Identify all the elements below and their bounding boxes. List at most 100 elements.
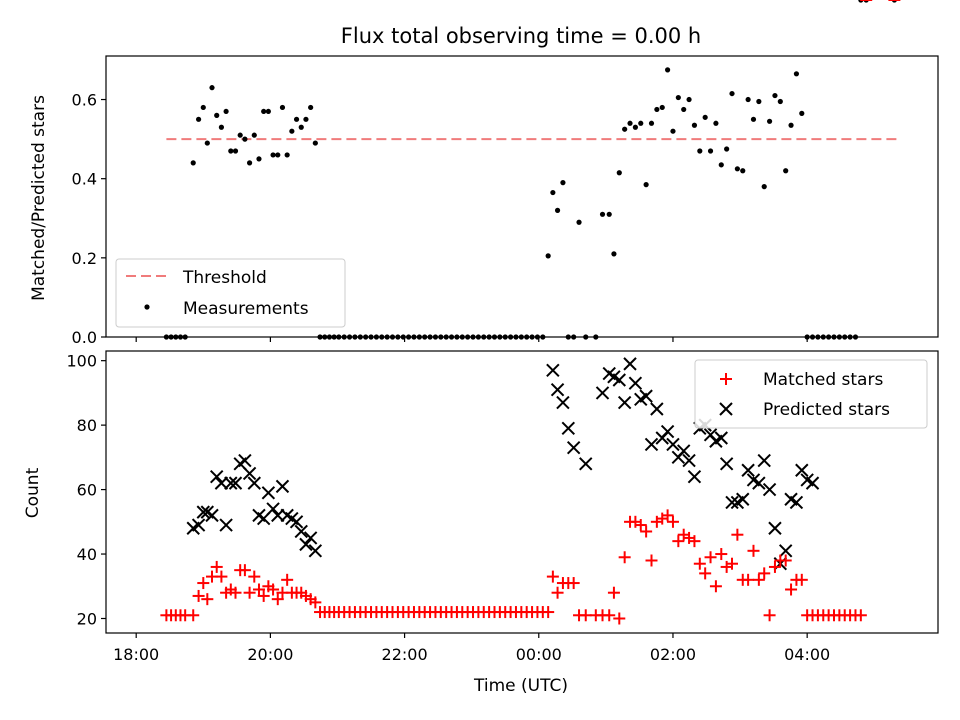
predicted-stars-point (561, 421, 576, 436)
ratio-ylabel: Matched/Predicted stars (29, 95, 49, 301)
x-tick-label: 20:00 (247, 645, 293, 664)
predicted-stars-point (682, 453, 696, 468)
matched-stars-point (210, 560, 223, 573)
measurement-point (654, 106, 660, 113)
measurement-point (718, 162, 724, 168)
measurement-point (550, 189, 556, 196)
measurement-point (616, 170, 622, 176)
measurement-point (312, 140, 318, 146)
measurement-point (745, 96, 751, 103)
matched-stars-point (795, 573, 808, 586)
measurement-point (242, 136, 248, 142)
measurement-point (665, 67, 671, 73)
measurement-point (724, 146, 730, 152)
measurement-point (681, 106, 687, 113)
matched-stars-point (747, 544, 760, 557)
y-tick-label: 20 (77, 609, 97, 628)
matched-stars-point (243, 586, 256, 599)
measurement-point (209, 85, 215, 91)
predicted-stars-point (725, 495, 739, 510)
predicted-stars-point (805, 476, 820, 490)
predicted-stars-point (639, 389, 653, 403)
count-plot-frame (105, 350, 939, 634)
matched-stars-point (699, 567, 712, 580)
measurement-point (293, 116, 300, 122)
y-tick-label: 40 (77, 545, 97, 564)
matched-stars-point (758, 567, 771, 580)
predicted-stars-point (768, 521, 782, 535)
measurement-point (275, 152, 281, 158)
predicted-stars-point (623, 357, 637, 371)
predicted-stars-point (266, 502, 280, 516)
matched-stars-point (618, 551, 631, 564)
matched-stars-point (551, 586, 564, 599)
x-tick-label: 18:00 (113, 645, 159, 664)
predicted-stars-point (795, 463, 809, 477)
matched-stars-point (607, 586, 620, 599)
measurement-point (793, 71, 800, 77)
measurement-point (606, 211, 612, 217)
matched-stars-point (763, 609, 776, 622)
measurement-point (648, 120, 655, 126)
measurement-point (670, 128, 676, 134)
y-tick-label: 80 (77, 416, 97, 435)
predicted-stars-point (196, 505, 210, 519)
measurement-point (279, 104, 286, 111)
matched-stars-point (248, 570, 261, 583)
predicted-stars-point (261, 486, 276, 500)
measurement-point (707, 148, 714, 154)
x-tick-label: 02:00 (650, 645, 696, 664)
predicted-stars-point (303, 531, 318, 545)
legend-predicted-label: Predicted stars (763, 400, 890, 420)
matched-stars-point (603, 609, 616, 622)
measurement-point (204, 140, 210, 146)
matched-stars-point (267, 583, 280, 596)
matched-stars-point (742, 573, 755, 586)
measurement-point (308, 104, 314, 111)
predicted-stars-point (210, 469, 224, 484)
measurement-point (218, 124, 225, 130)
measurement-point (223, 108, 229, 115)
predicted-stars-point (242, 466, 257, 481)
measurement-point (686, 96, 692, 103)
measurement-point (560, 180, 566, 186)
matched-stars-point (634, 519, 647, 532)
matched-stars-point (257, 589, 270, 602)
measurement-point (659, 104, 665, 111)
measurement-point (554, 207, 561, 213)
measurement-point (256, 156, 262, 162)
predicted-stars-point (205, 508, 219, 523)
predicted-stars-point (789, 495, 804, 510)
matched-stars-point (752, 573, 765, 586)
matched-stars-point (645, 554, 658, 567)
predicted-stars-point (714, 431, 728, 445)
measurement-point (284, 152, 290, 158)
y-tick-label: 100 (66, 352, 97, 371)
predicted-stars-point (660, 424, 675, 439)
predicted-stars-point (546, 363, 560, 378)
predicted-stars-point (289, 515, 304, 529)
measurement-point (545, 253, 551, 259)
matched-stars-point (567, 577, 580, 590)
predicted-stars-point (752, 476, 766, 490)
matched-stars-point (201, 593, 214, 606)
matched-stars-point (271, 593, 284, 606)
predicted-stars-point (757, 453, 771, 468)
measurement-point (265, 108, 271, 115)
predicted-stars-point (666, 437, 680, 452)
predicted-stars-point (191, 518, 206, 532)
measurement-point (195, 116, 202, 122)
measurement-point (599, 211, 606, 217)
matched-stars-point (309, 596, 322, 609)
predicted-stars-point (550, 382, 565, 397)
measurement-point (734, 166, 740, 172)
measurement-point (777, 98, 783, 105)
matched-stars-point (192, 589, 205, 602)
predicted-stars-point (762, 482, 777, 497)
predicted-stars-point (719, 457, 734, 471)
matched-stars-point (579, 609, 592, 622)
count-legend: Matched stars Predicted stars (694, 359, 928, 429)
measurement-point (270, 152, 276, 158)
legend-measurements-label: Measurements (183, 299, 309, 319)
predicted-stars-point (579, 457, 593, 471)
